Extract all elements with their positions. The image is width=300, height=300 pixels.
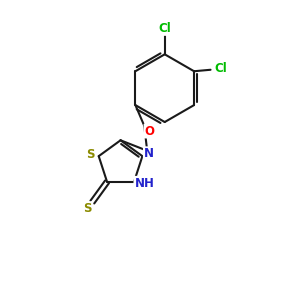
Text: Cl: Cl [158, 22, 171, 35]
Text: Cl: Cl [214, 62, 227, 75]
Text: S: S [83, 202, 92, 215]
Text: NH: NH [134, 177, 154, 190]
Text: O: O [145, 124, 154, 137]
Text: S: S [86, 148, 95, 161]
Text: N: N [144, 147, 154, 160]
